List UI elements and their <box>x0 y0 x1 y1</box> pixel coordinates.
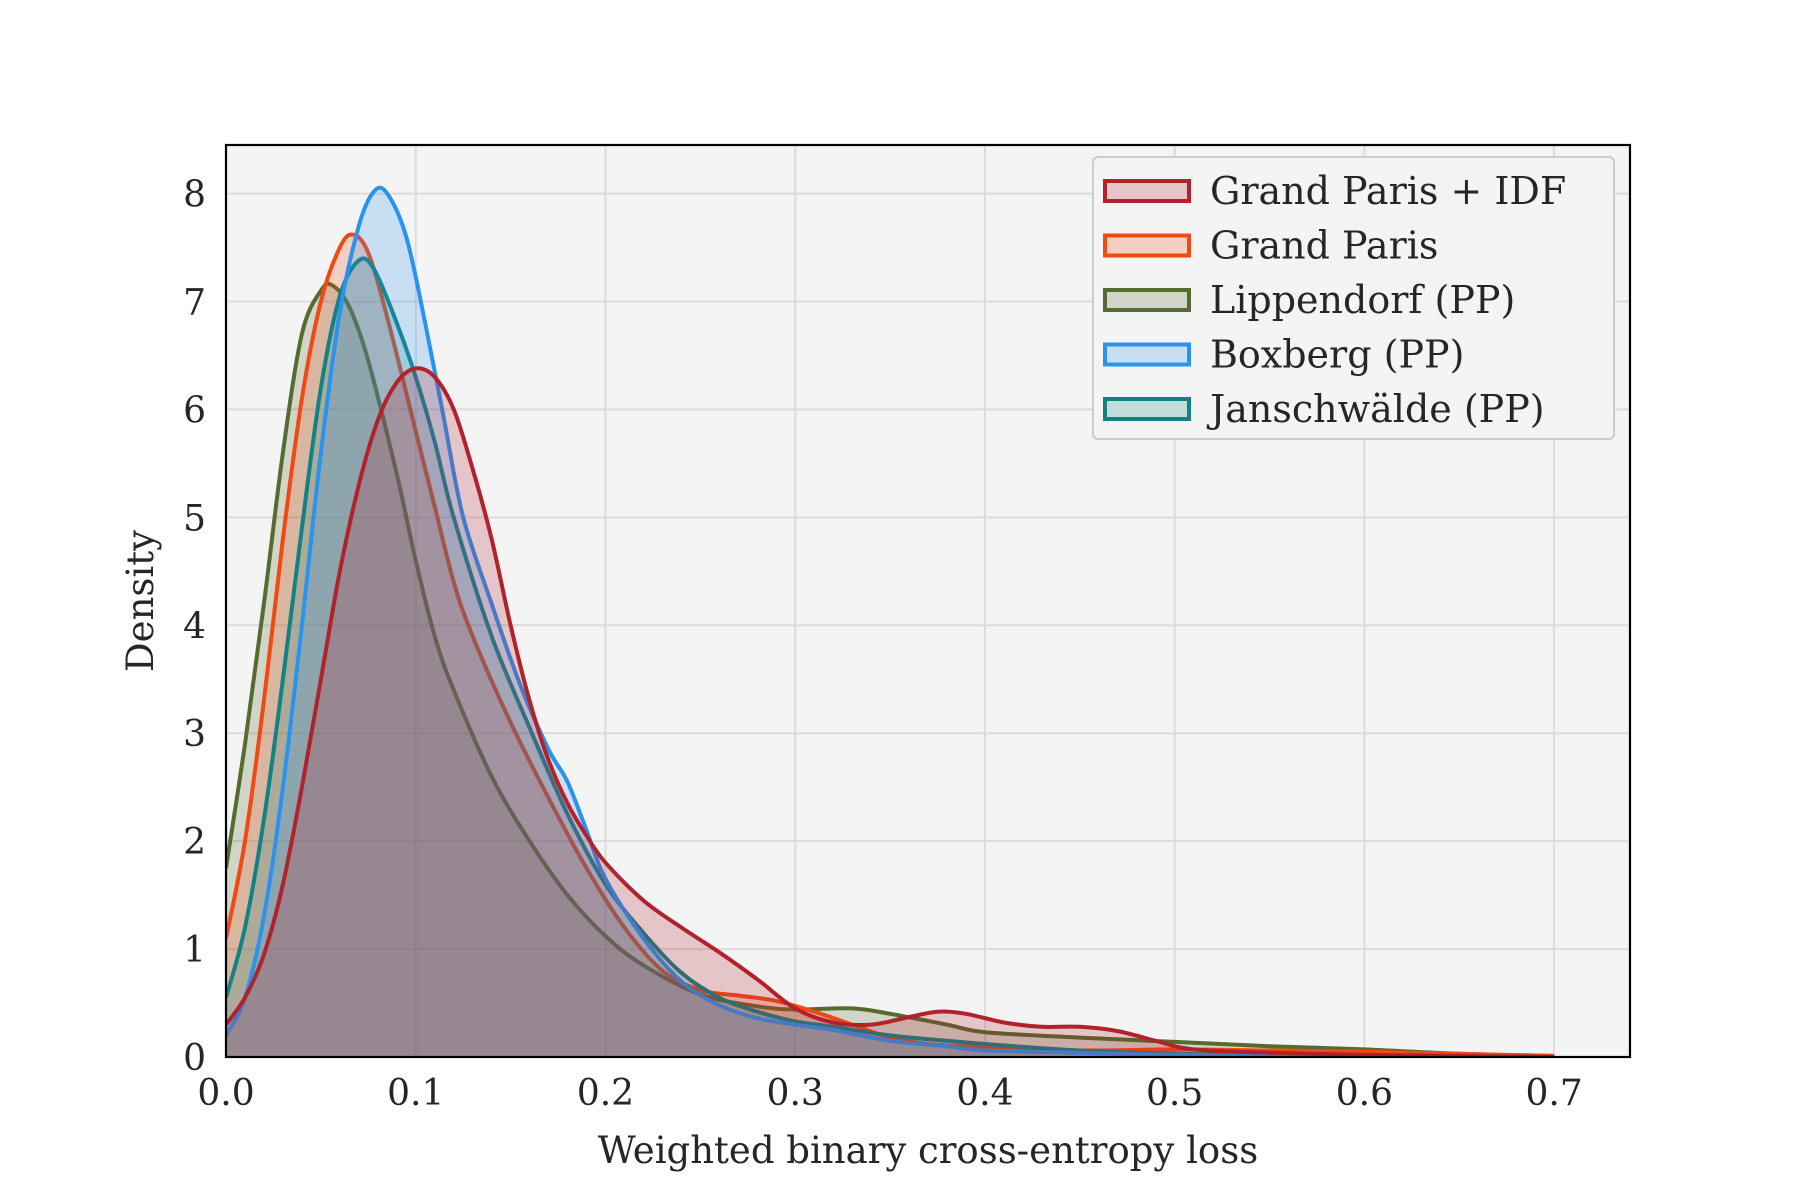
legend-swatch <box>1103 233 1191 258</box>
y-tick-label: 1 <box>183 930 206 971</box>
legend-label: Grand Paris <box>1210 224 1438 268</box>
series-area-lippendorf-pp <box>226 283 1555 1057</box>
x-tick-label: 0.3 <box>767 1073 824 1114</box>
legend-swatch <box>1103 288 1191 312</box>
x-tick-label: 0.1 <box>387 1073 444 1114</box>
series-line-boxberg-pp <box>226 185 1555 1057</box>
y-tick-label: 4 <box>183 606 206 647</box>
y-tick-label: 3 <box>183 714 206 755</box>
y-tick-label: 0 <box>183 1038 206 1079</box>
series-layer <box>226 185 1555 1057</box>
y-tick-label: 2 <box>183 822 206 863</box>
x-tick-label: 0.2 <box>577 1073 634 1114</box>
y-tick-label: 8 <box>183 175 206 216</box>
series-line-janschwalde-pp <box>226 256 1555 1057</box>
y-tick-label: 5 <box>183 498 206 539</box>
series-area-boxberg-pp <box>226 187 1555 1057</box>
series-line-grand-paris-idf <box>226 366 1555 1057</box>
y-axis-label: Density <box>119 530 162 672</box>
legend-label: Boxberg (PP) <box>1210 333 1464 377</box>
series-area-grand-paris-idf <box>226 368 1555 1057</box>
legend-swatch <box>1103 397 1191 421</box>
legend-label: Janschwälde (PP) <box>1206 387 1545 431</box>
x-tick-label: 0.6 <box>1336 1073 1393 1114</box>
x-tick-label: 0.5 <box>1146 1073 1203 1114</box>
series-area-grand-paris <box>226 234 1555 1057</box>
x-axis-ticks: 0.0 0.1 0.2 0.3 0.4 0.5 0.6 0.7 <box>197 1073 1582 1114</box>
y-tick-label: 7 <box>183 282 206 323</box>
series-area-janschwalde-pp <box>226 258 1555 1057</box>
x-tick-label: 0.4 <box>956 1073 1013 1114</box>
legend-label: Grand Paris + IDF <box>1210 169 1566 213</box>
y-axis-ticks: 0 1 2 3 4 5 6 7 8 <box>183 175 206 1079</box>
legend-label: Lippendorf (PP) <box>1210 278 1515 322</box>
legend-box <box>1092 156 1615 440</box>
y-tick-label: 6 <box>183 390 206 431</box>
plot-frame <box>224 143 1632 1059</box>
x-axis-label: Weighted binary cross-entropy loss <box>598 1129 1258 1172</box>
series-line-lippendorf-pp <box>226 281 1555 1057</box>
x-tick-label: 0.0 <box>197 1073 254 1114</box>
x-tick-label: 0.7 <box>1525 1073 1582 1114</box>
legend: Grand Paris + IDF Grand Paris Lippendorf (… <box>1092 156 1615 440</box>
legend-swatch <box>1103 342 1191 367</box>
legend-swatch <box>1103 179 1191 203</box>
